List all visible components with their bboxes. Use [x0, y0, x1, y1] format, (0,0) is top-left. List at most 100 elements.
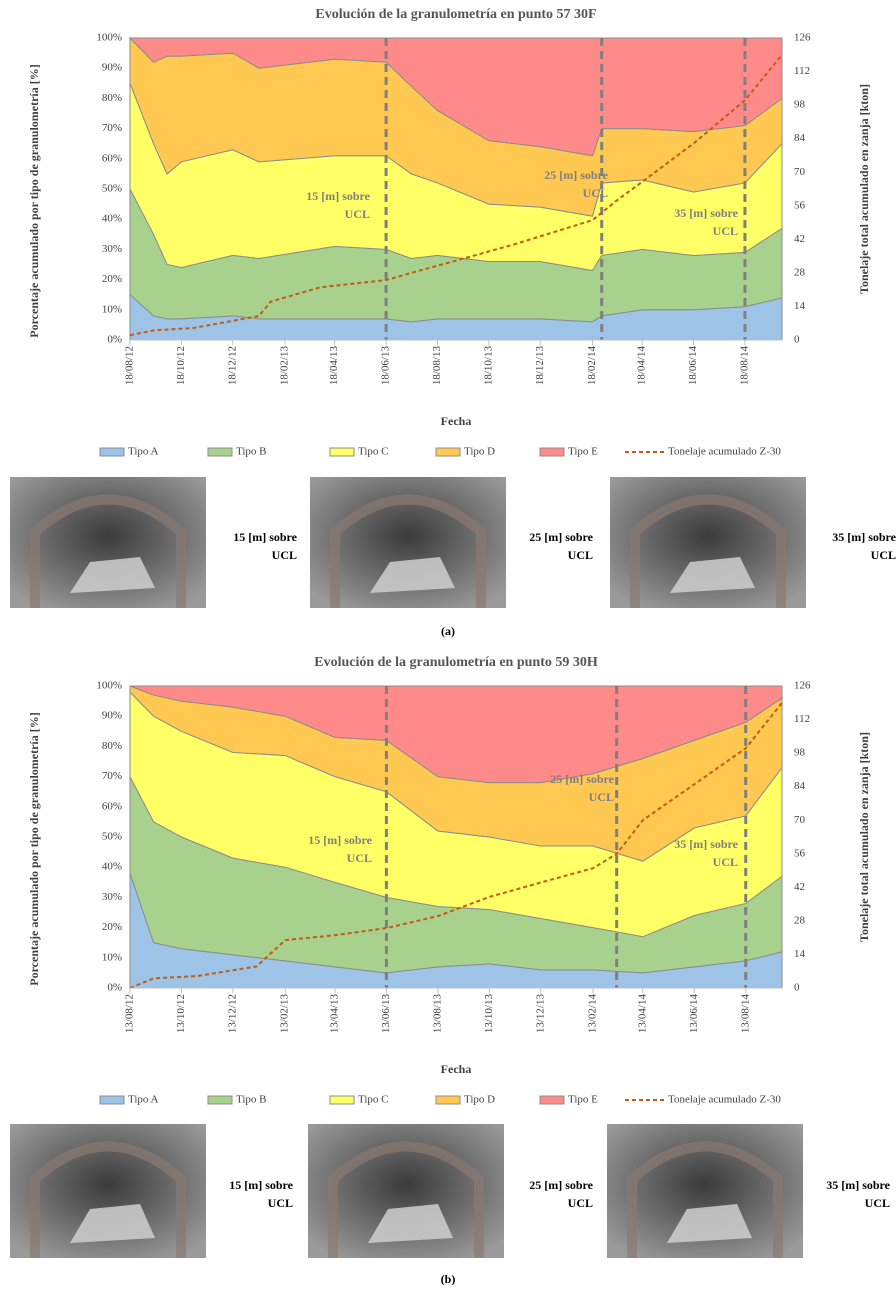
tunnel-arch [30, 494, 186, 608]
x-tick-label: 18/12/13 [534, 346, 546, 386]
x-tick-label: 13/06/14 [688, 994, 700, 1034]
legend-swatch [207, 1095, 233, 1105]
y2-tick-label: 42 [794, 233, 805, 245]
y2-tick-label: 0 [794, 334, 800, 346]
x-tick-label: 18/10/13 [482, 346, 494, 386]
y2-tick-label: 126 [794, 32, 811, 44]
y2-tick-label: 56 [794, 199, 806, 211]
annotation: UCL [713, 224, 738, 238]
legend-label: Tipo C [358, 446, 388, 458]
legend-label: Tipo B [236, 446, 266, 458]
photo-caption: 35 [m] sobre [826, 1178, 890, 1192]
y2-tick-label: 84 [794, 132, 806, 144]
legend-swatch [99, 1095, 125, 1105]
x-tick-label: 13/06/13 [380, 994, 392, 1034]
y2-tick-label: 112 [794, 65, 810, 77]
y2-tick-label: 112 [794, 713, 810, 725]
legend-label: Tipo E [568, 1094, 598, 1106]
x-axis-title: Fecha [441, 1062, 472, 1076]
annotation: 35 [m] sobre [674, 206, 738, 220]
y2-axis-title: Tonelaje total acumulado en zanja [kton] [857, 732, 871, 942]
y-tick-label: 100% [96, 32, 122, 44]
photo-caption: 25 [m] sobre [529, 530, 593, 544]
x-tick-label: 13/12/12 [226, 994, 238, 1033]
y-tick-label: 40% [102, 861, 122, 873]
figure-label: (a) [441, 624, 455, 638]
x-tick-label: 18/04/14 [636, 346, 648, 386]
annotation: UCL [589, 790, 614, 804]
photo [607, 1124, 803, 1258]
y2-tick-label: 84 [794, 780, 806, 792]
y-tick-label: 10% [102, 303, 122, 315]
rock [368, 1204, 453, 1243]
y-tick-label: 20% [102, 921, 122, 933]
x-tick-label: 18/10/12 [175, 346, 187, 385]
legend-label: Tonelaje acumulado Z-30 [668, 1094, 781, 1106]
x-tick-label: 18/12/12 [226, 346, 238, 385]
x-tick-label: 18/06/13 [380, 346, 392, 386]
line [129, 702, 783, 989]
rock [670, 557, 755, 593]
x-tick-label: 13/08/13 [431, 994, 443, 1034]
figure-label: (b) [441, 1272, 456, 1286]
legend-swatch [329, 1095, 355, 1105]
photo-caption: UCL [568, 548, 593, 562]
y2-tick-label: 14 [794, 300, 806, 312]
y-tick-label: 40% [102, 213, 122, 225]
chart-title: Evolución de la granulometría en punto 5… [315, 7, 596, 22]
photo-caption: UCL [871, 548, 896, 562]
y2-tick-label: 0 [794, 982, 800, 994]
rock [667, 1204, 752, 1243]
x-tick-label: 13/04/14 [636, 994, 648, 1034]
legend-label: Tipo A [128, 446, 159, 458]
x-tick-label: 13/10/12 [175, 994, 187, 1033]
y2-axis-title: Tonelaje total acumulado en zanja [kton] [857, 84, 871, 294]
y-tick-label: 80% [102, 740, 122, 752]
y-axis-title: Porcentaje acumulado por tipo de granulo… [27, 712, 41, 986]
photo-caption: 25 [m] sobre [529, 1178, 593, 1192]
y2-tick-label: 14 [794, 948, 806, 960]
photo-caption: UCL [268, 1196, 293, 1210]
y-axis-title: Porcentaje acumulado por tipo de granulo… [27, 64, 41, 338]
x-tick-label: 13/10/13 [483, 994, 495, 1034]
area [128, 37, 783, 157]
legend-swatch [435, 1095, 461, 1105]
y2-tick-label: 42 [794, 881, 805, 893]
photo-caption: UCL [865, 1196, 890, 1210]
y2-tick-label: 70 [794, 814, 806, 826]
legend-swatch [207, 447, 233, 457]
tunnel-arch [328, 1141, 484, 1258]
annotation: UCL [345, 207, 370, 221]
x-tick-label: 18/08/13 [431, 346, 443, 386]
x-tick-label: 18/06/14 [687, 346, 699, 386]
photo-caption: 15 [m] sobre [229, 1178, 293, 1192]
photo [10, 477, 206, 608]
x-tick-label: 13/12/13 [534, 994, 546, 1034]
tunnel-arch [30, 1141, 186, 1258]
x-tick-label: 18/02/14 [586, 346, 598, 386]
legend-label: Tipo D [464, 1094, 495, 1106]
x-tick-label: 13/02/13 [279, 994, 291, 1034]
photo [310, 477, 506, 608]
rock [70, 557, 155, 593]
rock [370, 557, 455, 593]
x-axis-title: Fecha [441, 414, 472, 428]
y-tick-label: 100% [96, 680, 122, 692]
y2-tick-label: 70 [794, 166, 806, 178]
photo-caption: 35 [m] sobre [832, 530, 896, 544]
y-tick-label: 60% [102, 800, 122, 812]
tunnel-arch [627, 1141, 783, 1258]
y-tick-label: 90% [102, 710, 122, 722]
y-tick-label: 0% [107, 334, 122, 346]
annotation: UCL [713, 855, 738, 869]
y-tick-label: 70% [102, 770, 122, 782]
y-tick-label: 10% [102, 951, 122, 963]
y-tick-label: 30% [102, 243, 122, 255]
legend-swatch [329, 447, 355, 457]
annotation: 35 [m] sobre [674, 837, 738, 851]
y-tick-label: 0% [107, 982, 122, 994]
x-tick-label: 18/08/14 [738, 346, 750, 386]
y2-tick-label: 28 [794, 914, 806, 926]
photo-caption: UCL [272, 548, 297, 562]
legend-label: Tipo B [236, 1094, 266, 1106]
